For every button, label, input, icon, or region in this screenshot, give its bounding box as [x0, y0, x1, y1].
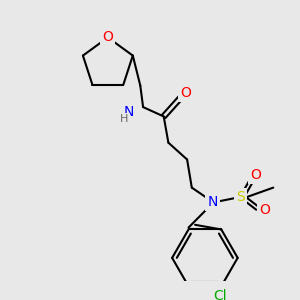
Text: N: N — [123, 105, 134, 119]
Text: N: N — [207, 195, 218, 209]
Text: O: O — [102, 31, 113, 44]
Text: O: O — [250, 167, 261, 182]
Text: O: O — [180, 86, 191, 100]
Text: O: O — [260, 203, 270, 217]
Text: H: H — [120, 114, 129, 124]
Text: Cl: Cl — [214, 289, 227, 300]
Text: S: S — [236, 190, 245, 204]
